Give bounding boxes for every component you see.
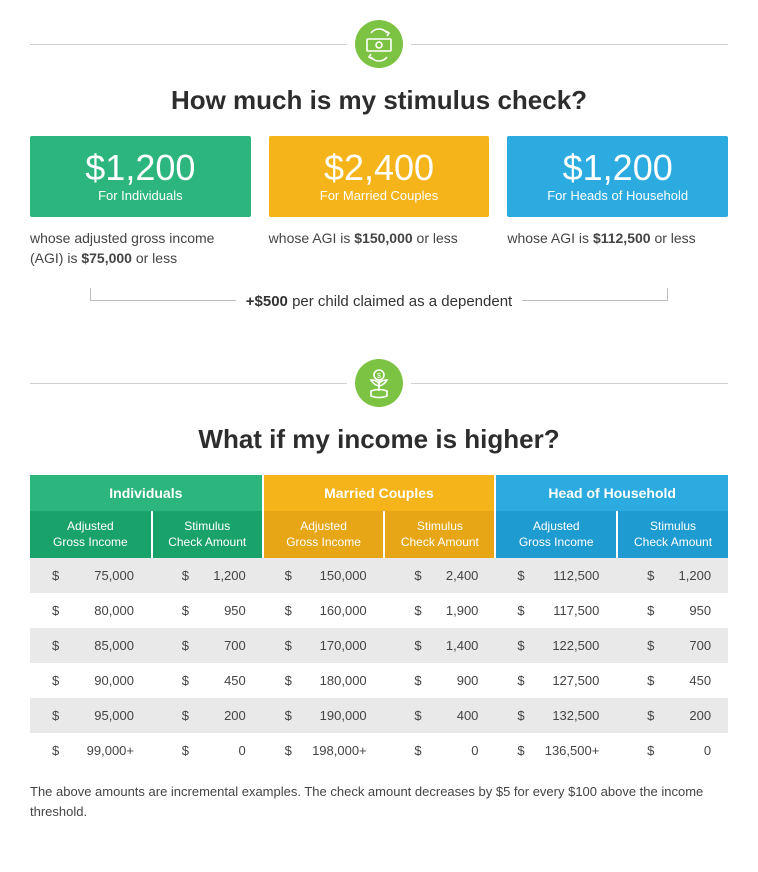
table-cell: $0 <box>617 733 728 768</box>
table-cell: $200 <box>152 698 263 733</box>
table-cell: $2,400 <box>384 558 495 593</box>
plant-coin-icon: $ <box>355 359 403 407</box>
table-row: $75,000$1,200$150,000$2,400$112,500$1,20… <box>30 558 728 593</box>
card-description: whose AGI is $150,000 or less <box>269 229 490 249</box>
table-cell: $700 <box>152 628 263 663</box>
table-cell: $99,000+ <box>30 733 152 768</box>
child-bonus-note: +$500 per child claimed as a dependent <box>90 288 668 319</box>
table-cell: $0 <box>384 733 495 768</box>
table-cell: $112,500 <box>495 558 617 593</box>
table-cell: $80,000 <box>30 593 152 628</box>
section1-title: How much is my stimulus check? <box>30 85 728 116</box>
table-cell: $117,500 <box>495 593 617 628</box>
sub-header: StimulusCheck Amount <box>617 511 728 558</box>
section1-header: How much is my stimulus check? <box>30 20 728 116</box>
card-description: whose AGI is $112,500 or less <box>507 229 728 249</box>
card-label: For Individuals <box>40 188 241 203</box>
table-cell: $1,200 <box>152 558 263 593</box>
table-cell: $150,000 <box>263 558 385 593</box>
svg-text:$: $ <box>377 373 381 380</box>
table-cell: $170,000 <box>263 628 385 663</box>
card-amount: $2,400 <box>279 150 480 186</box>
section2-header: $ What if my income is higher? <box>30 359 728 455</box>
sub-header: AdjustedGross Income <box>30 511 152 558</box>
card-amount: $1,200 <box>517 150 718 186</box>
child-bonus-amount: +$500 <box>246 293 288 310</box>
table-cell: $950 <box>152 593 263 628</box>
sub-header: StimulusCheck Amount <box>384 511 495 558</box>
table-cell: $450 <box>152 663 263 698</box>
table-row: $85,000$700$170,000$1,400$122,500$700 <box>30 628 728 663</box>
table-cell: $132,500 <box>495 698 617 733</box>
card-top: $1,200 For Individuals <box>30 136 251 217</box>
table-cell: $122,500 <box>495 628 617 663</box>
table-cell: $900 <box>384 663 495 698</box>
table-row: $95,000$200$190,000$400$132,500$200 <box>30 698 728 733</box>
table-cell: $450 <box>617 663 728 698</box>
table-row: $99,000+$0$198,000+$0$136,500+$0 <box>30 733 728 768</box>
group-header: Individuals <box>30 475 263 511</box>
table-cell: $136,500+ <box>495 733 617 768</box>
table-cell: $1,900 <box>384 593 495 628</box>
card-description: whose adjusted gross income (AGI) is $75… <box>30 229 251 268</box>
amount-card: $1,200 For Heads of Household whose AGI is… <box>507 136 728 268</box>
sub-header: StimulusCheck Amount <box>152 511 263 558</box>
sub-header: AdjustedGross Income <box>263 511 385 558</box>
income-table: IndividualsMarried CouplesHead of Househ… <box>30 475 728 768</box>
table-cell: $200 <box>617 698 728 733</box>
card-amount: $1,200 <box>40 150 241 186</box>
group-header: Married Couples <box>263 475 496 511</box>
card-label: For Heads of Household <box>517 188 718 203</box>
table-cell: $1,200 <box>617 558 728 593</box>
card-label: For Married Couples <box>279 188 480 203</box>
card-top: $1,200 For Heads of Household <box>507 136 728 217</box>
table-row: $80,000$950$160,000$1,900$117,500$950 <box>30 593 728 628</box>
amount-card: $2,400 For Married Couples whose AGI is $1… <box>269 136 490 268</box>
table-cell: $1,400 <box>384 628 495 663</box>
table-cell: $700 <box>617 628 728 663</box>
income-table-wrap: IndividualsMarried CouplesHead of Househ… <box>30 475 728 768</box>
cards-row: $1,200 For Individuals whose adjusted gros… <box>30 136 728 268</box>
table-cell: $85,000 <box>30 628 152 663</box>
table-cell: $160,000 <box>263 593 385 628</box>
card-top: $2,400 For Married Couples <box>269 136 490 217</box>
table-cell: $95,000 <box>30 698 152 733</box>
group-header: Head of Household <box>495 475 728 511</box>
sub-header: AdjustedGross Income <box>495 511 617 558</box>
table-cell: $400 <box>384 698 495 733</box>
amount-card: $1,200 For Individuals whose adjusted gros… <box>30 136 251 268</box>
table-cell: $950 <box>617 593 728 628</box>
table-cell: $90,000 <box>30 663 152 698</box>
table-cell: $198,000+ <box>263 733 385 768</box>
table-row: $90,000$450$180,000$900$127,500$450 <box>30 663 728 698</box>
table-footnote: The above amounts are incremental exampl… <box>30 782 728 821</box>
table-cell: $190,000 <box>263 698 385 733</box>
money-transfer-icon <box>355 20 403 68</box>
section2-title: What if my income is higher? <box>30 424 728 455</box>
table-cell: $127,500 <box>495 663 617 698</box>
table-cell: $75,000 <box>30 558 152 593</box>
table-cell: $0 <box>152 733 263 768</box>
table-cell: $180,000 <box>263 663 385 698</box>
child-bonus-text: per child claimed as a dependent <box>288 293 512 310</box>
